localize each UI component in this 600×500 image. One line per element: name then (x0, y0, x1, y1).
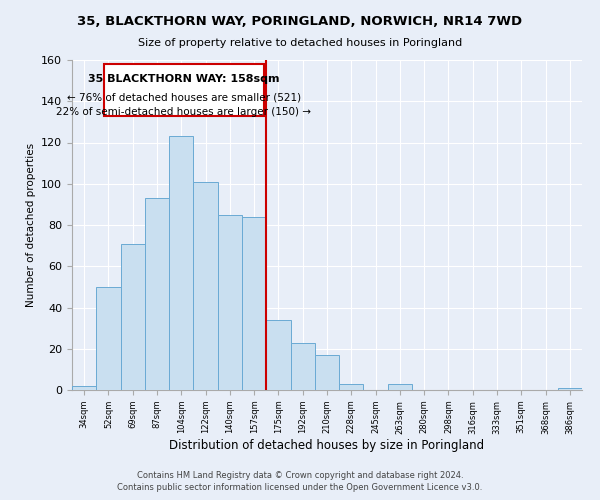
Bar (242, 217, 266, 390)
Text: 35, BLACKTHORN WAY, PORINGLAND, NORWICH, NR14 7WD: 35, BLACKTHORN WAY, PORINGLAND, NORWICH,… (77, 15, 523, 28)
X-axis label: Distribution of detached houses by size in Poringland: Distribution of detached houses by size … (169, 440, 485, 452)
Text: 22% of semi-detached houses are larger (150) →: 22% of semi-detached houses are larger (… (56, 108, 311, 118)
Bar (121, 244, 145, 390)
Text: ← 76% of detached houses are smaller (521): ← 76% of detached houses are smaller (52… (67, 93, 301, 103)
Bar (145, 198, 169, 390)
FancyBboxPatch shape (104, 64, 264, 116)
Bar (266, 320, 290, 390)
Text: Contains HM Land Registry data © Crown copyright and database right 2024.
Contai: Contains HM Land Registry data © Crown c… (118, 471, 482, 492)
Text: Size of property relative to detached houses in Poringland: Size of property relative to detached ho… (138, 38, 462, 48)
Bar (96, 287, 121, 390)
Bar (339, 384, 364, 390)
Bar (72, 386, 96, 390)
Bar (193, 182, 218, 390)
Y-axis label: Number of detached properties: Number of detached properties (26, 143, 35, 307)
Bar (290, 342, 315, 390)
Bar (315, 355, 339, 390)
Bar (558, 388, 582, 390)
Bar (388, 384, 412, 390)
Bar (218, 214, 242, 390)
Bar (169, 136, 193, 390)
Text: 35 BLACKTHORN WAY: 158sqm: 35 BLACKTHORN WAY: 158sqm (88, 74, 280, 85)
